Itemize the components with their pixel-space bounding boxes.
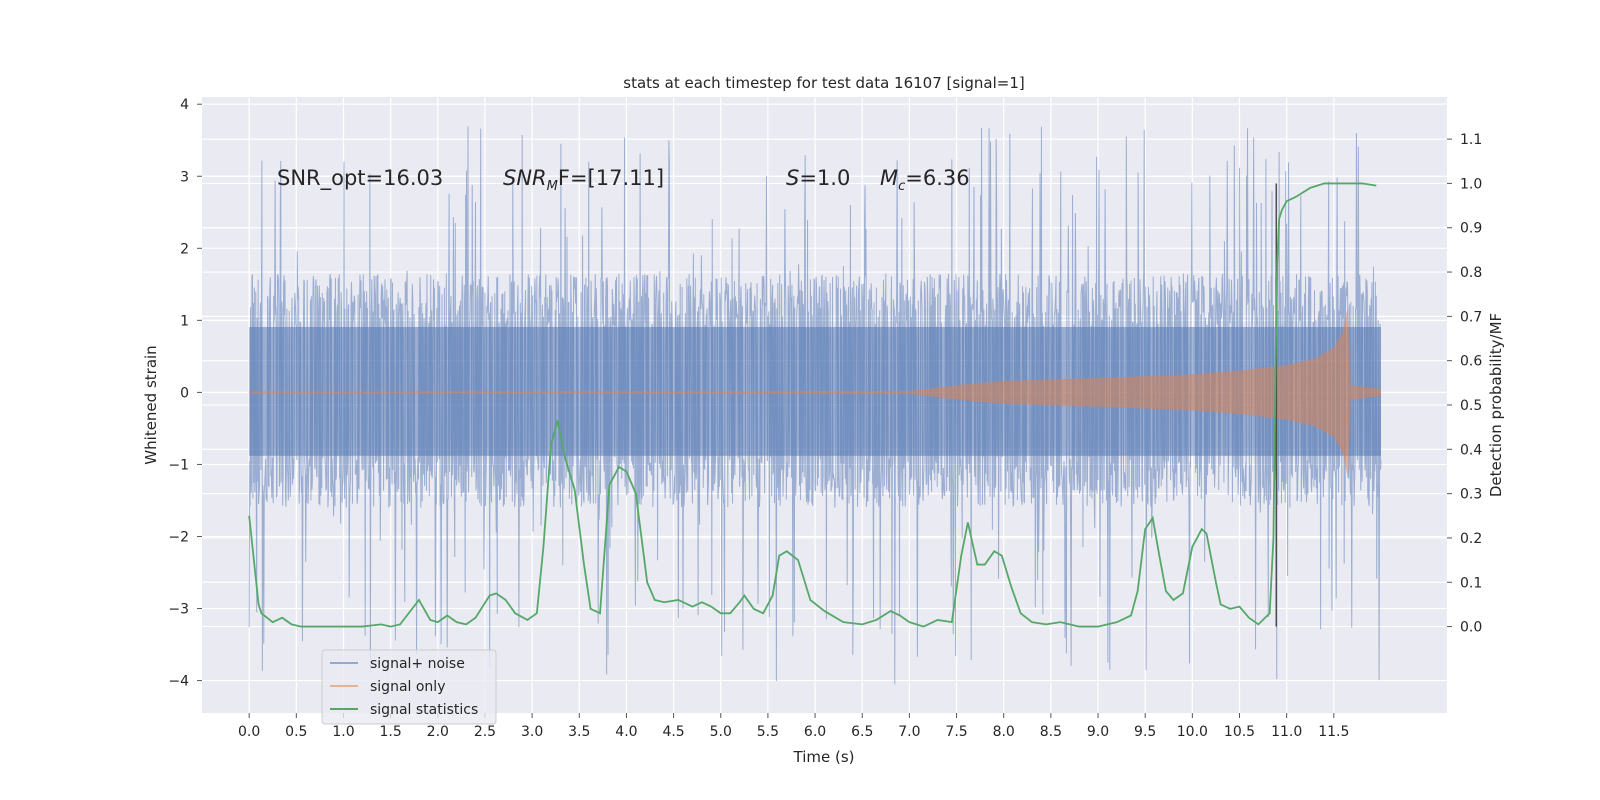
annotation-s: S=1.0 — [786, 166, 850, 190]
y-right-tick-label: 0.8 — [1460, 265, 1482, 281]
y-right-tick-label: 0.9 — [1460, 221, 1482, 237]
chart-title: stats at each timestep for test data 161… — [623, 74, 1024, 92]
y-left-tick-label: 4 — [180, 97, 189, 113]
y-axis-left: 4 3 2 1 0 −1 −2 −3 −4 — [168, 97, 202, 690]
x-tick-label: 1.0 — [332, 724, 354, 740]
legend-label-signal-statistics: signal statistics — [370, 702, 478, 718]
x-tick-label: 8.0 — [993, 724, 1015, 740]
y-right-tick-label: 0.6 — [1460, 354, 1482, 370]
y-right-tick-label: 0.1 — [1460, 575, 1482, 591]
x-tick-label: 4.0 — [615, 724, 637, 740]
x-tick-label: 1.5 — [380, 724, 402, 740]
y-right-tick-label: 0.0 — [1460, 620, 1482, 636]
signal-noise-line — [248, 126, 1382, 685]
x-tick-label: 5.5 — [757, 724, 779, 740]
y-left-tick-label: −1 — [168, 457, 189, 473]
x-tick-label: 11.5 — [1318, 724, 1349, 740]
legend-box — [321, 649, 497, 725]
x-tick-label: 2.0 — [427, 724, 449, 740]
y-left-tick-label: 3 — [180, 169, 189, 185]
y-left-tick-label: 2 — [180, 241, 189, 257]
x-tick-label: 7.0 — [898, 724, 920, 740]
x-tick-label: 2.5 — [474, 724, 496, 740]
y-right-tick-label: 0.3 — [1460, 487, 1482, 503]
x-tick-label: 8.5 — [1040, 724, 1062, 740]
annotation-snr-opt: SNR_opt=16.03 — [277, 166, 443, 191]
x-tick-label: 9.5 — [1134, 724, 1156, 740]
legend-label-signal-only: signal only — [370, 679, 445, 695]
y-right-tick-label: 0.7 — [1460, 309, 1482, 325]
x-axis: 0.0 0.5 1.0 1.5 2.0 2.5 3.0 3.5 4.0 4.5 5.0 5.5 6.0 6… — [238, 713, 1349, 740]
annotation-mc: Mc=6.36 — [880, 166, 970, 194]
y-right-tick-label: 0.4 — [1460, 442, 1482, 458]
legend: signal+ noise signal only signal statist… — [321, 649, 497, 725]
y-right-tick-label: 0.5 — [1460, 398, 1482, 414]
x-tick-label: 3.0 — [521, 724, 543, 740]
x-tick-label: 11.0 — [1271, 724, 1302, 740]
y-left-tick-label: 1 — [180, 313, 189, 329]
y-left-tick-label: 0 — [180, 385, 189, 401]
x-tick-label: 10.5 — [1224, 724, 1255, 740]
y-left-tick-label: −2 — [168, 529, 189, 545]
x-axis-label: Time (s) — [793, 748, 855, 766]
x-tick-label: 0.5 — [285, 724, 307, 740]
y-axis-right-label: Detection probability/MF — [1487, 313, 1505, 497]
series-signal-statistics — [248, 182, 1377, 628]
legend-label-signal-noise: signal+ noise — [370, 656, 465, 672]
annotation-snr-mf: SNRMF=[17.11] — [503, 166, 664, 194]
x-tick-label: 5.0 — [710, 724, 732, 740]
y-right-tick-label: 0.2 — [1460, 531, 1482, 547]
x-tick-label: 0.0 — [238, 724, 260, 740]
signal-statistics-line — [248, 182, 1377, 628]
y-right-tick-label: 1.0 — [1460, 176, 1482, 192]
x-tick-label: 9.0 — [1087, 724, 1109, 740]
y-left-tick-label: −3 — [168, 602, 189, 618]
x-tick-label: 7.5 — [945, 724, 967, 740]
y-axis-right: 1.1 1.0 0.9 0.8 0.7 0.6 0.5 0.4 0.3 0.2 0.1 0.0 — [1447, 132, 1482, 636]
y-right-tick-label: 1.1 — [1460, 132, 1482, 148]
x-tick-label: 4.5 — [662, 724, 684, 740]
x-tick-label: 6.5 — [851, 724, 873, 740]
series-signal-only — [249, 305, 1381, 479]
signal-only-band — [249, 305, 1381, 479]
x-tick-label: 3.5 — [568, 724, 590, 740]
y-axis-left-label: Whitened strain — [142, 345, 160, 464]
x-tick-label: 6.0 — [804, 724, 826, 740]
y-left-tick-label: −4 — [168, 674, 189, 690]
x-tick-label: 10.0 — [1177, 724, 1208, 740]
